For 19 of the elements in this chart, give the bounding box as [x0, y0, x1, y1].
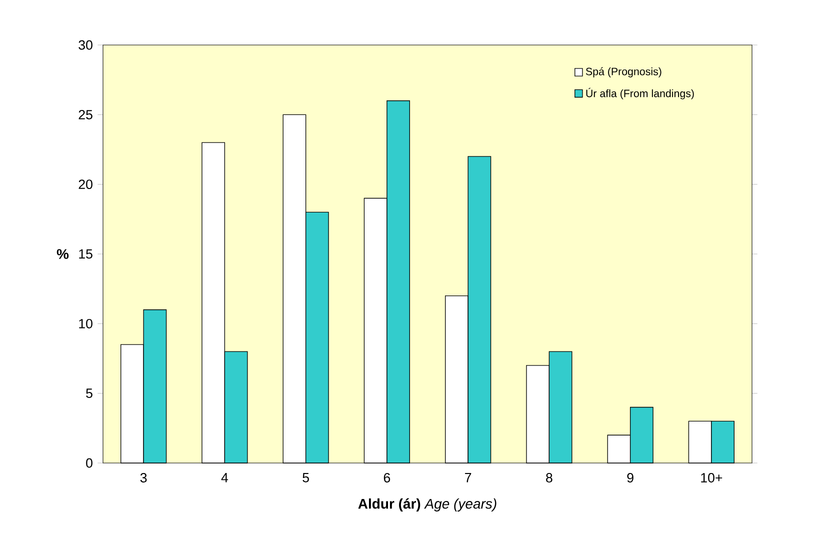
y-tick-label: 30 — [78, 40, 92, 50]
y-tick-label: 15 — [79, 249, 92, 259]
legend-label: Úr afla (From landings) — [586, 88, 694, 100]
x-tick-label: 9 — [627, 473, 634, 482]
x-tick-label: 3 — [140, 473, 147, 482]
y-tick-label: 10 — [79, 318, 92, 328]
y-tick-label: 0 — [86, 458, 92, 468]
legend-label: Spá (Prognosis) — [586, 67, 662, 78]
x-tick-label: 10+ — [701, 473, 722, 482]
x-tick-label: 7 — [465, 473, 472, 482]
x-tick-label: 8 — [546, 473, 552, 482]
x-tick-label: 6 — [384, 473, 390, 482]
x-axis-title: Aldur (ár) Age (years) — [358, 498, 496, 512]
y-tick-label: 5 — [86, 388, 92, 398]
y-axis-title: % — [56, 249, 69, 259]
x-tick-label: 5 — [302, 473, 309, 482]
y-tick-label: 20 — [78, 180, 92, 190]
y-tick-label: 25 — [78, 110, 92, 120]
x-tick-label: 4 — [221, 473, 228, 482]
